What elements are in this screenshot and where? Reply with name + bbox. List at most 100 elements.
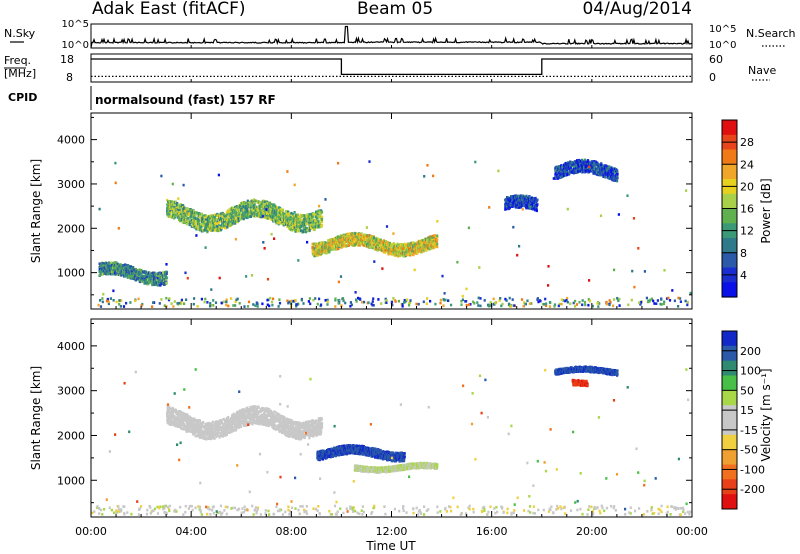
heatmap-cell [567,161,570,164]
heatmap-cell [616,174,619,178]
heatmap-cell [319,216,322,219]
heatmap-cell [492,297,495,301]
heatmap-cell [413,268,416,272]
heatmap-cell [194,226,197,230]
heatmap-cell [122,305,126,308]
heatmap-cell [633,285,636,289]
heatmap-cell [228,218,231,221]
heatmap-cell [160,298,163,301]
heatmap-cell [547,265,550,268]
heatmap-cell [179,212,182,216]
heatmap-cell [264,200,267,203]
heatmap-cell [328,250,331,254]
heatmap-cell [232,207,235,210]
heatmap-cell [308,213,311,216]
heatmap-cell [383,251,386,254]
heatmap-cell [436,238,439,242]
heatmap-cell [643,270,646,273]
heatmap-cell [185,222,188,226]
heatmap-cell [580,167,583,171]
heatmap-cell [281,221,284,225]
heatmap-cell [646,300,650,304]
heatmap-cell [409,299,412,302]
heatmap-cell [129,275,132,279]
y-tick-label: 1000 [57,267,85,280]
heatmap-cell [132,277,135,281]
heatmap-cell [244,214,247,217]
heatmap-cell [184,209,187,213]
heatmap-cell [578,161,581,164]
heatmap-cell [368,160,371,163]
heatmap-cell [318,209,321,212]
heatmap-cell [154,274,157,277]
heatmap-cell [365,226,368,229]
heatmap-cell [246,206,249,209]
heatmap-cell [402,247,405,250]
heatmap-cell [665,297,669,300]
heatmap-cell [338,245,341,249]
heatmap-cell [187,210,190,213]
heatmap-cell [218,276,221,280]
heatmap-cell [262,203,265,206]
heatmap-cell [114,273,117,276]
heatmap-cell [515,203,518,207]
heatmap-cell [311,218,314,222]
heatmap-cell [175,203,178,207]
y-tick-label: 4000 [57,134,85,147]
heatmap-cell [229,219,232,223]
heatmap-cell [118,273,122,277]
heatmap-cell [528,195,531,198]
heatmap-cell [213,226,216,230]
heatmap-cell [346,234,350,238]
heatmap-cell [320,223,324,227]
heatmap-cell [315,245,318,249]
heatmap-cell [295,303,298,306]
heatmap-cell [114,161,117,165]
heatmap-cell [349,304,352,308]
heatmap-cell [227,304,230,308]
heatmap-cell [673,299,676,303]
heatmap-cell [560,302,563,306]
heatmap-cell [174,200,177,204]
heatmap-cell [274,205,277,209]
heatmap-cell [163,277,166,281]
heatmap-cell [298,229,301,233]
heatmap-cell [167,206,170,209]
heatmap-cell [266,277,270,281]
heatmap-cell [336,247,339,251]
heatmap-cell [517,206,520,209]
heatmap-cell [416,241,419,244]
heatmap-cell [597,305,600,308]
heatmap-cell [371,237,374,241]
heatmap-cell [351,232,354,235]
heatmap-cell [348,240,351,243]
heatmap-cell [542,303,545,306]
heatmap-cell [599,214,603,218]
heatmap-cell [618,297,621,301]
heatmap-cell [111,261,114,265]
heatmap-cell [337,247,340,251]
heatmap-cell [562,174,566,177]
heatmap-cell [297,215,300,218]
heatmap-cell [605,300,608,304]
heatmap-cell [498,299,501,302]
heatmap-cell [525,194,528,198]
heatmap-cell [423,175,426,178]
heatmap-cell [318,297,321,301]
heatmap-cell [259,200,262,204]
heatmap-cell [420,241,423,245]
heatmap-cell [122,273,125,276]
heatmap-cell [441,274,444,278]
heatmap-cell [483,299,486,302]
heatmap-cell [191,209,194,212]
heatmap-cell [198,212,201,216]
heatmap-cell [271,206,274,209]
heatmap-cell [626,194,629,197]
heatmap-cell [350,243,353,247]
heatmap-cell [184,271,187,275]
heatmap-cell [248,204,251,208]
heatmap-cell [593,166,596,169]
heatmap-cell [223,220,226,224]
heatmap-cell [255,205,258,209]
